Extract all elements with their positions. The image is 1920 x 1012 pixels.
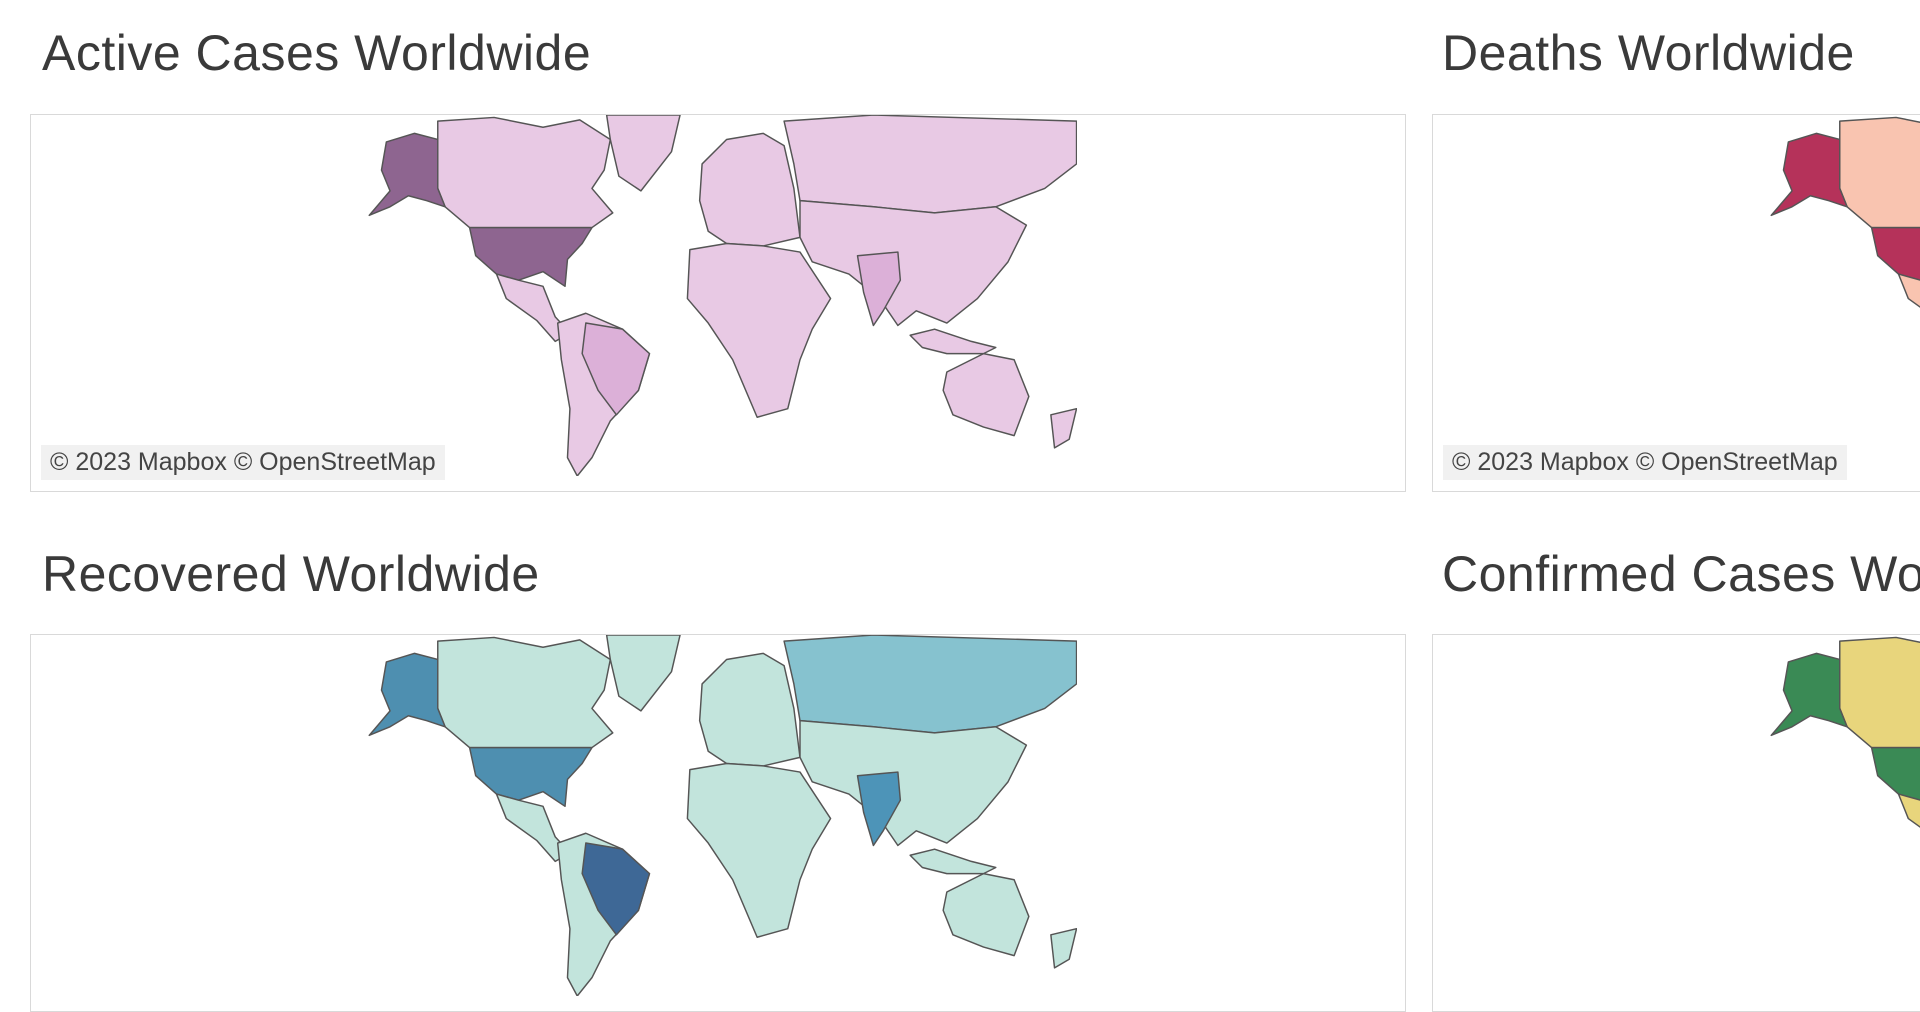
panel-title: Deaths Worldwide [1442,25,1855,81]
map-panel [30,634,1406,1012]
choropleth-map [1770,635,1920,996]
map-panel: © 2023 Mapbox © OpenStreetMap [30,114,1406,492]
page: Dashboard {"dashboard": {"panels": [ {"t… [30,25,1920,1012]
choropleth-map [368,115,1077,476]
panel-title: Active Cases Worldwide [42,25,592,81]
panel-title: Recovered Worldwide [42,546,540,602]
panel-title: Confirmed Cases Worldwide [1442,546,1920,602]
choropleth-map [1770,115,1920,476]
map-attribution: © 2023 Mapbox © OpenStreetMap [1443,445,1847,480]
map-panel: © 2023 Mapbox © OpenStreetMap [1432,114,1920,492]
dashboard: Active Cases Worldwide © 2023 Mapbox © O… [30,25,1920,1012]
map-panel [1432,634,1920,1012]
map-attribution: © 2023 Mapbox © OpenStreetMap [41,445,445,480]
choropleth-map [368,635,1077,996]
